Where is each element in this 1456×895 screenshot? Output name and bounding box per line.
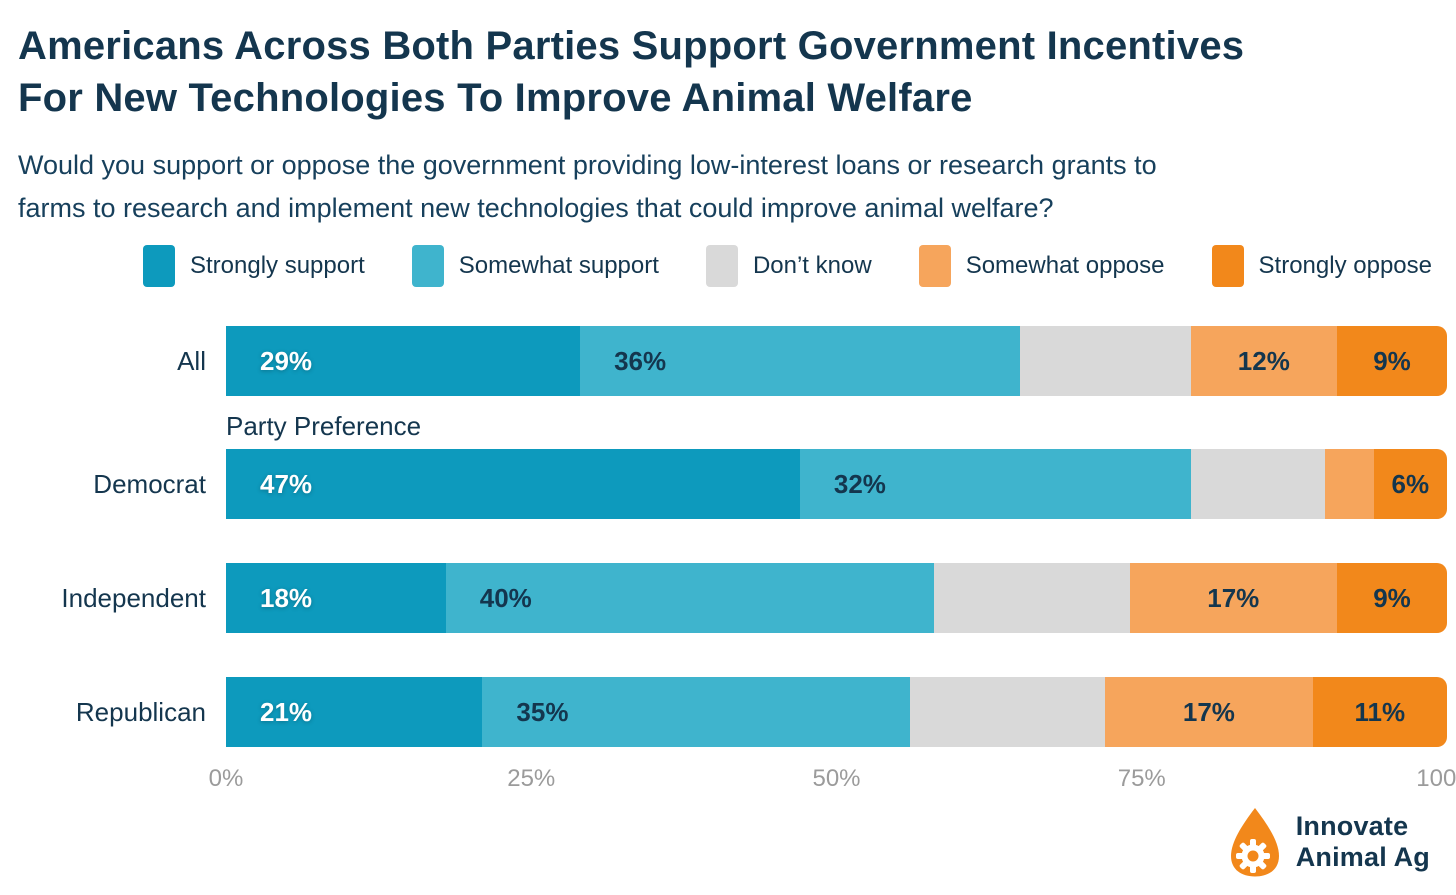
- bar-segment: 11%: [1312, 677, 1447, 747]
- bar-row-independent: Independent 18% 40% 17% 9%: [18, 563, 1447, 633]
- bar-segment: 17%: [1129, 563, 1338, 633]
- bar-value-label: 6%: [1391, 468, 1430, 499]
- bar-value-label: 36%: [614, 345, 667, 376]
- legend-label: Strongly support: [190, 252, 365, 279]
- legend: Strongly support Somewhat support Don’t kn…: [143, 244, 1432, 288]
- bar-value-label: 21%: [260, 696, 313, 727]
- bar-value-label: 35%: [516, 696, 569, 727]
- bar-segment: 29%: [226, 326, 581, 396]
- legend-item-3: Don’t know: [705, 245, 872, 287]
- x-axis-tick-label: 100%: [1416, 765, 1456, 792]
- legend-item-4: Somewhat oppose: [918, 245, 1165, 287]
- bar-segment: 9%: [1337, 326, 1447, 396]
- legend-swatch-icon: [705, 245, 738, 287]
- bar-segment: 35%: [482, 677, 910, 747]
- bar-segment: [1324, 449, 1374, 519]
- legend-label: Don’t know: [752, 252, 872, 279]
- bar-value-label: 9%: [1373, 582, 1411, 613]
- bar-value-label: 11%: [1354, 696, 1406, 727]
- chart-title-line2: For New Technologies To Improve Animal W…: [18, 76, 973, 120]
- bar-segment: [1019, 326, 1191, 396]
- bar-value-label: 17%: [1207, 582, 1260, 613]
- row-label: Democrat: [93, 468, 206, 499]
- bar-value-label: 18%: [260, 582, 313, 613]
- bar-segment: 47%: [226, 449, 800, 519]
- stacked-bar-chart: All 29% 36% 12% 9% Party Preference Democrat 47…: [18, 326, 1447, 747]
- row-label: All: [177, 345, 206, 376]
- row-spacer: [18, 519, 1429, 563]
- legend-swatch-icon: [411, 245, 444, 287]
- legend-item-5: Strongly oppose: [1211, 245, 1432, 287]
- bar-segment: 6%: [1373, 449, 1447, 519]
- legend-label: Somewhat support: [458, 252, 659, 279]
- bar-value-label: 12%: [1237, 345, 1290, 376]
- egg-gear-icon: [1230, 808, 1279, 877]
- bar-track: 21% 35% 17% 11%: [226, 677, 1447, 747]
- legend-label: Strongly oppose: [1258, 252, 1432, 279]
- bar-row-all: All 29% 36% 12% 9%: [18, 326, 1447, 396]
- legend-item-2: Somewhat support: [411, 245, 659, 287]
- x-axis-tick-label: 0%: [208, 765, 244, 792]
- row-spacer: [18, 633, 1429, 677]
- bar-row-democrat: Democrat 47% 32% 6%: [18, 449, 1447, 519]
- bar-value-label: 29%: [260, 345, 313, 376]
- brand-logo: Innovate Animal Ag: [1226, 805, 1430, 879]
- bar-value-label: 17%: [1182, 696, 1235, 727]
- bar-track: 47% 32% 6%: [226, 449, 1447, 519]
- x-axis: 0% 25% 50% 75% 100%: [209, 759, 1456, 793]
- x-axis-tick-label: 50%: [812, 765, 861, 792]
- legend-swatch-icon: [143, 245, 175, 287]
- bar-row-republican: Republican 21% 35% 17% 11%: [18, 677, 1447, 747]
- brand-name-line2: Animal Ag: [1295, 842, 1430, 872]
- bar-segment: 21%: [226, 677, 483, 747]
- bar-segment: 32%: [799, 449, 1191, 519]
- bar-segment: 36%: [580, 326, 1020, 396]
- x-axis-tick-label: 75%: [1117, 765, 1166, 792]
- bar-value-label: 40%: [479, 582, 532, 613]
- bar-segment: [934, 563, 1130, 633]
- bar-segment: 18%: [226, 563, 446, 633]
- bar-segment: 40%: [445, 563, 935, 633]
- chart-subtitle-line2: farms to research and implement new tech…: [18, 193, 1054, 223]
- row-label: Republican: [75, 696, 206, 727]
- row-label: Independent: [61, 582, 206, 613]
- brand-name: Innovate Animal Ag: [1296, 811, 1430, 873]
- bar-segment: [909, 677, 1106, 747]
- bar-track: 18% 40% 17% 9%: [226, 563, 1447, 633]
- bar-segment: 9%: [1337, 563, 1447, 633]
- bar-segment: 12%: [1190, 326, 1338, 396]
- brand-name-line1: Innovate: [1295, 811, 1409, 841]
- chart-title-line1: Americans Across Both Parties Support Go…: [18, 24, 1245, 68]
- chart-title: Americans Across Both Parties Support Go…: [18, 20, 1429, 124]
- group-label-party-preference: Party Preference: [226, 411, 422, 441]
- legend-swatch-icon: [1211, 245, 1244, 287]
- bar-track: 29% 36% 12% 9%: [226, 326, 1447, 396]
- chart-subtitle: Would you support or oppose the governme…: [18, 144, 1429, 230]
- legend-swatch-icon: [918, 245, 951, 287]
- bar-value-label: 47%: [260, 468, 313, 499]
- bar-value-label: 32%: [833, 468, 886, 499]
- bar-segment: 17%: [1105, 677, 1313, 747]
- bar-value-label: 9%: [1373, 345, 1411, 376]
- legend-label: Somewhat oppose: [965, 252, 1165, 279]
- x-axis-tick-label: 25%: [507, 765, 556, 792]
- bar-segment: [1190, 449, 1325, 519]
- chart-subtitle-line1: Would you support or oppose the governme…: [18, 150, 1157, 180]
- legend-item-1: Strongly support: [143, 245, 365, 287]
